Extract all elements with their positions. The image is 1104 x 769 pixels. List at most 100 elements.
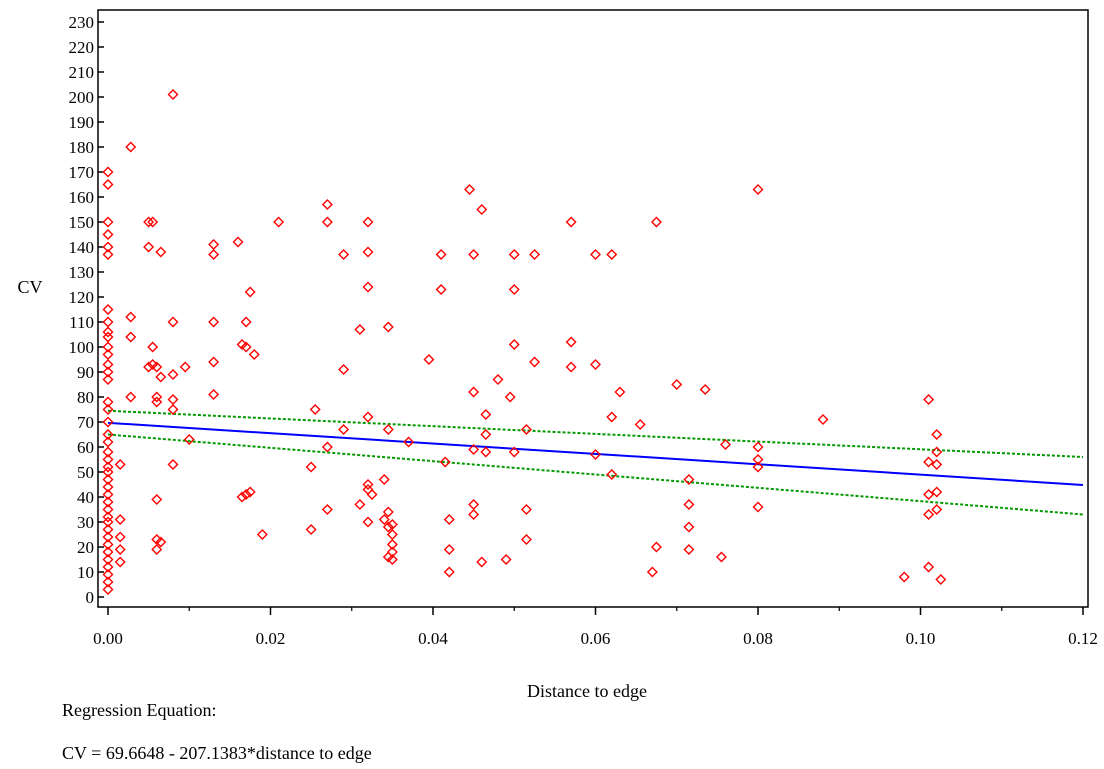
- data-point: [614, 386, 626, 398]
- data-point: [321, 504, 333, 515]
- data-point: [752, 454, 764, 465]
- data-point: [646, 566, 658, 578]
- data-point: [102, 531, 114, 543]
- data-point: [102, 166, 114, 178]
- data-point: [102, 429, 114, 440]
- data-point: [443, 566, 455, 578]
- x-axis: 0.00 0.02 0.04 0.06 0.08 0.10 0.12: [93, 607, 1098, 648]
- data-point: [147, 216, 159, 228]
- data-point: [151, 544, 163, 555]
- data-point: [183, 434, 195, 445]
- data-point: [244, 286, 256, 298]
- y-tick-label: 100: [69, 338, 95, 357]
- data-point: [439, 456, 451, 468]
- y-tick-label: 200: [69, 88, 95, 107]
- x-tick-label: 0.10: [906, 629, 936, 648]
- data-point: [683, 474, 695, 485]
- data-point: [715, 551, 727, 563]
- data-point: [683, 521, 695, 533]
- data-point: [565, 216, 577, 228]
- data-point: [102, 326, 114, 338]
- data-point: [102, 561, 114, 573]
- data-point: [102, 524, 114, 535]
- data-point: [155, 246, 167, 258]
- data-point: [671, 379, 683, 390]
- data-point: [508, 446, 520, 458]
- y-tick-label: 40: [77, 488, 94, 507]
- data-point: [508, 284, 520, 295]
- data-point: [504, 391, 516, 403]
- data-point: [167, 404, 179, 415]
- data-point: [143, 216, 155, 228]
- data-point: [151, 396, 163, 408]
- data-point: [435, 284, 447, 295]
- y-tick-label: 110: [69, 313, 94, 332]
- data-point: [151, 391, 163, 403]
- data-point: [362, 479, 374, 490]
- y-tick-label: 90: [77, 363, 94, 382]
- data-point: [443, 544, 455, 555]
- data-point: [480, 446, 492, 458]
- data-point: [480, 409, 492, 420]
- data-point: [386, 529, 398, 540]
- data-point: [102, 374, 114, 385]
- data-point: [590, 249, 601, 260]
- y-tick-label: 140: [69, 238, 95, 257]
- data-point: [386, 554, 398, 565]
- data-point: [167, 89, 179, 100]
- y-tick-label: 20: [77, 538, 94, 557]
- data-point: [443, 514, 455, 525]
- y-tick-label: 60: [77, 438, 94, 457]
- data-point: [240, 489, 252, 500]
- data-point: [167, 369, 179, 380]
- data-point: [305, 461, 317, 473]
- x-tick-label: 0.02: [256, 629, 286, 648]
- data-point: [102, 454, 114, 465]
- data-point: [606, 469, 618, 480]
- data-point: [508, 339, 520, 350]
- x-tick-label: 0.04: [418, 629, 448, 648]
- data-point: [102, 446, 114, 458]
- data-point: [382, 521, 394, 533]
- data-point: [321, 199, 333, 210]
- data-point: [102, 546, 114, 558]
- data-point: [114, 556, 126, 568]
- data-point: [468, 499, 480, 510]
- regression-line-layer: [107, 421, 1084, 486]
- data-point: [102, 436, 114, 448]
- x-tick-label: 0.06: [581, 629, 611, 648]
- data-point: [125, 331, 137, 343]
- data-point: [480, 429, 492, 440]
- data-point: [102, 474, 114, 485]
- data-point: [362, 281, 374, 293]
- regression-equation-title: Regression Equation:: [62, 700, 217, 720]
- data-point: [752, 461, 764, 473]
- y-tick-label: 150: [69, 213, 95, 232]
- data-point: [931, 459, 943, 470]
- data-point: [606, 411, 618, 423]
- data-point: [167, 394, 179, 405]
- data-point: [236, 491, 248, 503]
- data-point: [125, 141, 137, 153]
- data-point: [423, 354, 435, 365]
- data-point: [102, 511, 114, 523]
- data-point: [898, 571, 910, 583]
- data-point: [147, 341, 159, 353]
- data-point: [354, 499, 366, 510]
- data-point: [208, 389, 220, 400]
- data-point: [354, 324, 366, 335]
- data-point: [338, 424, 350, 435]
- data-point: [102, 466, 114, 478]
- data-point: [752, 184, 764, 195]
- data-point: [102, 229, 114, 240]
- data-point: [102, 489, 114, 500]
- y-tick-label: 180: [69, 138, 95, 157]
- data-point: [468, 249, 480, 260]
- data-point: [468, 444, 480, 455]
- data-point: [508, 249, 520, 260]
- data-point: [565, 336, 577, 348]
- data-point: [529, 356, 541, 368]
- data-point: [167, 459, 179, 470]
- data-point: [273, 216, 285, 228]
- data-point: [102, 331, 114, 343]
